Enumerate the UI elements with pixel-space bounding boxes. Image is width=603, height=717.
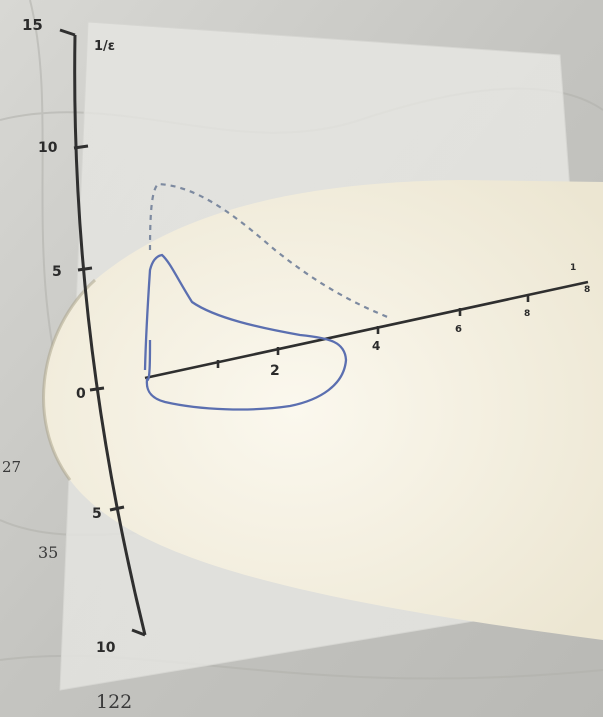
y-tick-0: 0 xyxy=(76,386,86,402)
paper-edge-shadow xyxy=(42,278,97,481)
solid-loop-curve xyxy=(143,253,348,411)
x-tick-2: 2 xyxy=(270,363,280,379)
y-tick-10: 10 xyxy=(38,140,58,156)
x-tick-6: 6 xyxy=(455,324,462,335)
y-tick-neg5: 5 xyxy=(92,506,102,522)
dashed-curve xyxy=(148,182,391,320)
margin-note-left-top: 27 xyxy=(2,458,21,476)
y-unit-label: 1/ε xyxy=(94,39,115,54)
x-tick-8a: 8 xyxy=(524,309,530,319)
x-tick-end: 8 xyxy=(584,285,590,295)
x-tick-4: 4 xyxy=(372,339,380,353)
x-tick-end-upper: 1 xyxy=(570,263,576,273)
y-axis xyxy=(59,28,147,637)
margin-note-left-mid: 35 xyxy=(38,543,58,562)
y-tick-15: 15 xyxy=(22,16,43,34)
paper-sheet xyxy=(43,180,603,640)
y-tick-neg10: 10 xyxy=(96,640,116,656)
x-axis xyxy=(144,280,589,380)
y-tick-5: 5 xyxy=(52,264,62,280)
margin-note-bottom: 122 xyxy=(96,691,132,713)
